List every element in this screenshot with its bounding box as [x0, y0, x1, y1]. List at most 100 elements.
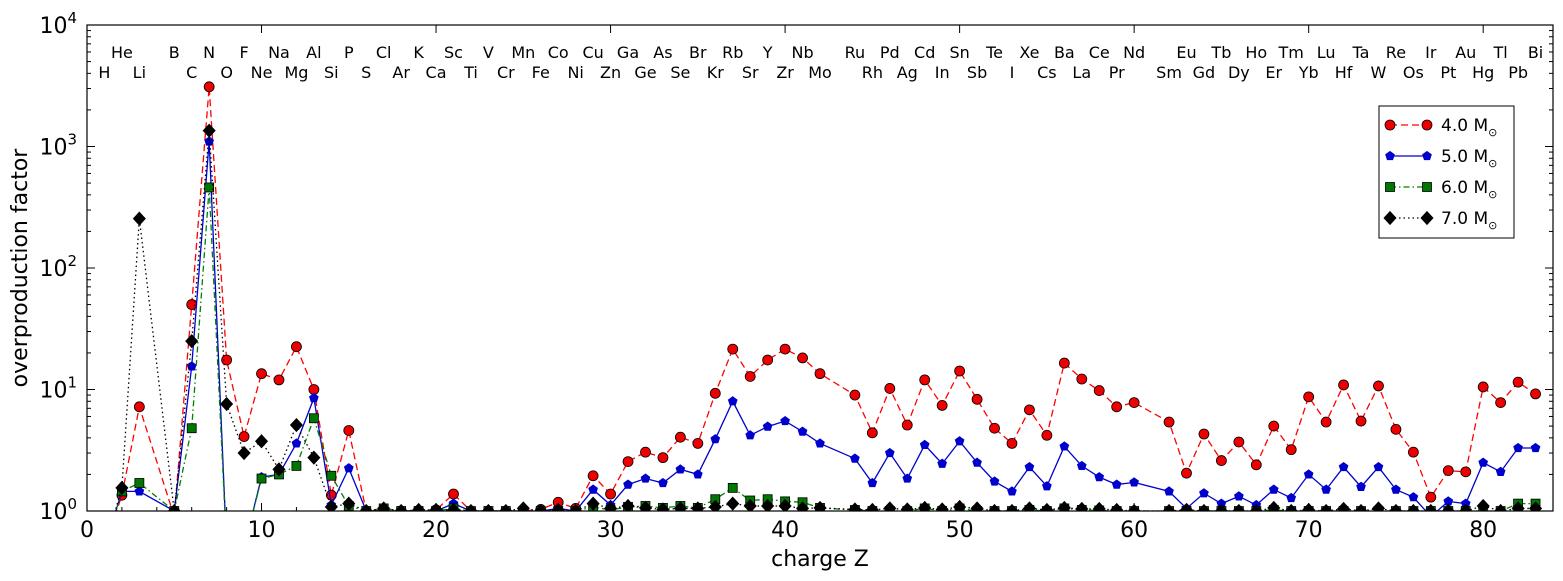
data-point: [865, 502, 879, 511]
data-point: [989, 476, 1000, 486]
data-point: [848, 502, 862, 511]
data-point: [1495, 397, 1507, 409]
data-point: [621, 498, 635, 511]
data-point: [936, 399, 948, 411]
element-label-as: As: [653, 43, 672, 62]
element-label-w: W: [1371, 63, 1387, 82]
y-tick-base: 10: [39, 14, 67, 39]
legend-item: 5.0 M⊙: [1385, 147, 1497, 170]
data-point: [1530, 388, 1541, 400]
legend-subscript: ⊙: [1488, 157, 1497, 170]
x-tick-label: 70: [1295, 518, 1323, 543]
data-point: [1094, 472, 1105, 482]
legend-item: 4.0 M⊙: [1384, 116, 1497, 139]
data-point: [324, 499, 338, 511]
data-point: [1059, 441, 1070, 451]
element-label-c: C: [186, 63, 197, 82]
data-point: [814, 368, 826, 380]
data-point: [204, 136, 215, 146]
data-point: [1513, 442, 1523, 453]
element-label-mo: Mo: [808, 63, 832, 82]
data-point: [623, 479, 633, 489]
data-point: [1024, 461, 1035, 472]
data-point: [291, 341, 302, 353]
legend-name: 7.0 M: [1441, 209, 1488, 229]
data-point: [1355, 415, 1367, 427]
data-point: [1199, 488, 1209, 498]
data-point: [1250, 459, 1262, 471]
y-tick-label: 104: [39, 9, 77, 39]
data-point: [1164, 486, 1174, 496]
data-point: [256, 368, 267, 380]
legend-label: 5.0 M⊙: [1441, 147, 1497, 170]
element-label-in: In: [935, 63, 950, 82]
data-point: [326, 470, 337, 481]
data-point: [691, 501, 705, 511]
data-point: [935, 502, 949, 511]
data-point: [1198, 428, 1210, 440]
data-point: [1460, 466, 1472, 478]
element-label-hf: Hf: [1335, 63, 1353, 82]
legend-marker: [1384, 119, 1396, 131]
element-label-si: Si: [324, 63, 339, 82]
data-point: [1128, 397, 1140, 409]
data-point: [1389, 503, 1403, 511]
data-point: [900, 502, 914, 511]
data-point: [902, 473, 913, 483]
data-point: [1371, 501, 1386, 511]
data-point: [1442, 465, 1454, 477]
legend-box: [1378, 105, 1515, 239]
data-point: [884, 383, 896, 394]
data-point: [1163, 416, 1175, 428]
data-point: [134, 478, 145, 488]
data-point: [237, 445, 251, 461]
element-label-zn: Zn: [600, 63, 621, 82]
y-tick-exponent: 1: [67, 374, 77, 392]
element-label-o: O: [220, 63, 233, 82]
element-label-y: Y: [762, 43, 773, 62]
data-point: [972, 457, 982, 467]
data-point: [132, 211, 146, 226]
legend-marker: [1422, 150, 1432, 161]
legend-name: 6.0 M: [1441, 178, 1488, 198]
element-label-tm: Tm: [1278, 43, 1304, 62]
element-label-yb: Yb: [1298, 63, 1319, 82]
data-point: [708, 499, 722, 511]
y-tick-exponent: 2: [67, 252, 77, 270]
data-point: [1337, 501, 1351, 511]
element-label-te: Te: [985, 43, 1003, 62]
element-label-i: I: [1010, 63, 1015, 82]
data-point: [658, 477, 668, 488]
data-point: [815, 438, 825, 448]
element-label-hg: Hg: [1472, 63, 1494, 82]
legend-marker: [1422, 182, 1432, 192]
element-label-al: Al: [306, 43, 321, 62]
data-point: [884, 447, 895, 458]
data-point: [221, 354, 233, 366]
y-axis-label: overproduction factor: [8, 148, 33, 388]
element-label-na: Na: [268, 43, 290, 62]
element-label-ga: Ga: [617, 43, 639, 62]
data-point: [1267, 500, 1281, 511]
element-label-ti: Ti: [463, 63, 478, 82]
element-label-p: P: [344, 43, 354, 62]
data-point: [1181, 467, 1192, 479]
element-label-cu: Cu: [582, 43, 603, 62]
data-point: [1075, 501, 1089, 511]
x-tick-label: 60: [1120, 518, 1148, 543]
data-point: [1286, 492, 1297, 503]
element-label-v: V: [483, 43, 494, 62]
element-label-rh: Rh: [862, 63, 883, 82]
data-point: [761, 498, 775, 511]
data-point: [762, 421, 773, 431]
x-tick-label: 10: [248, 518, 276, 543]
data-point: [1216, 455, 1227, 466]
element-label-k: K: [413, 43, 424, 62]
element-label-ho: Ho: [1245, 43, 1267, 62]
data-point: [291, 461, 302, 471]
element-label-pr: Pr: [1109, 63, 1125, 82]
data-point: [133, 401, 145, 413]
data-point: [1407, 446, 1419, 458]
